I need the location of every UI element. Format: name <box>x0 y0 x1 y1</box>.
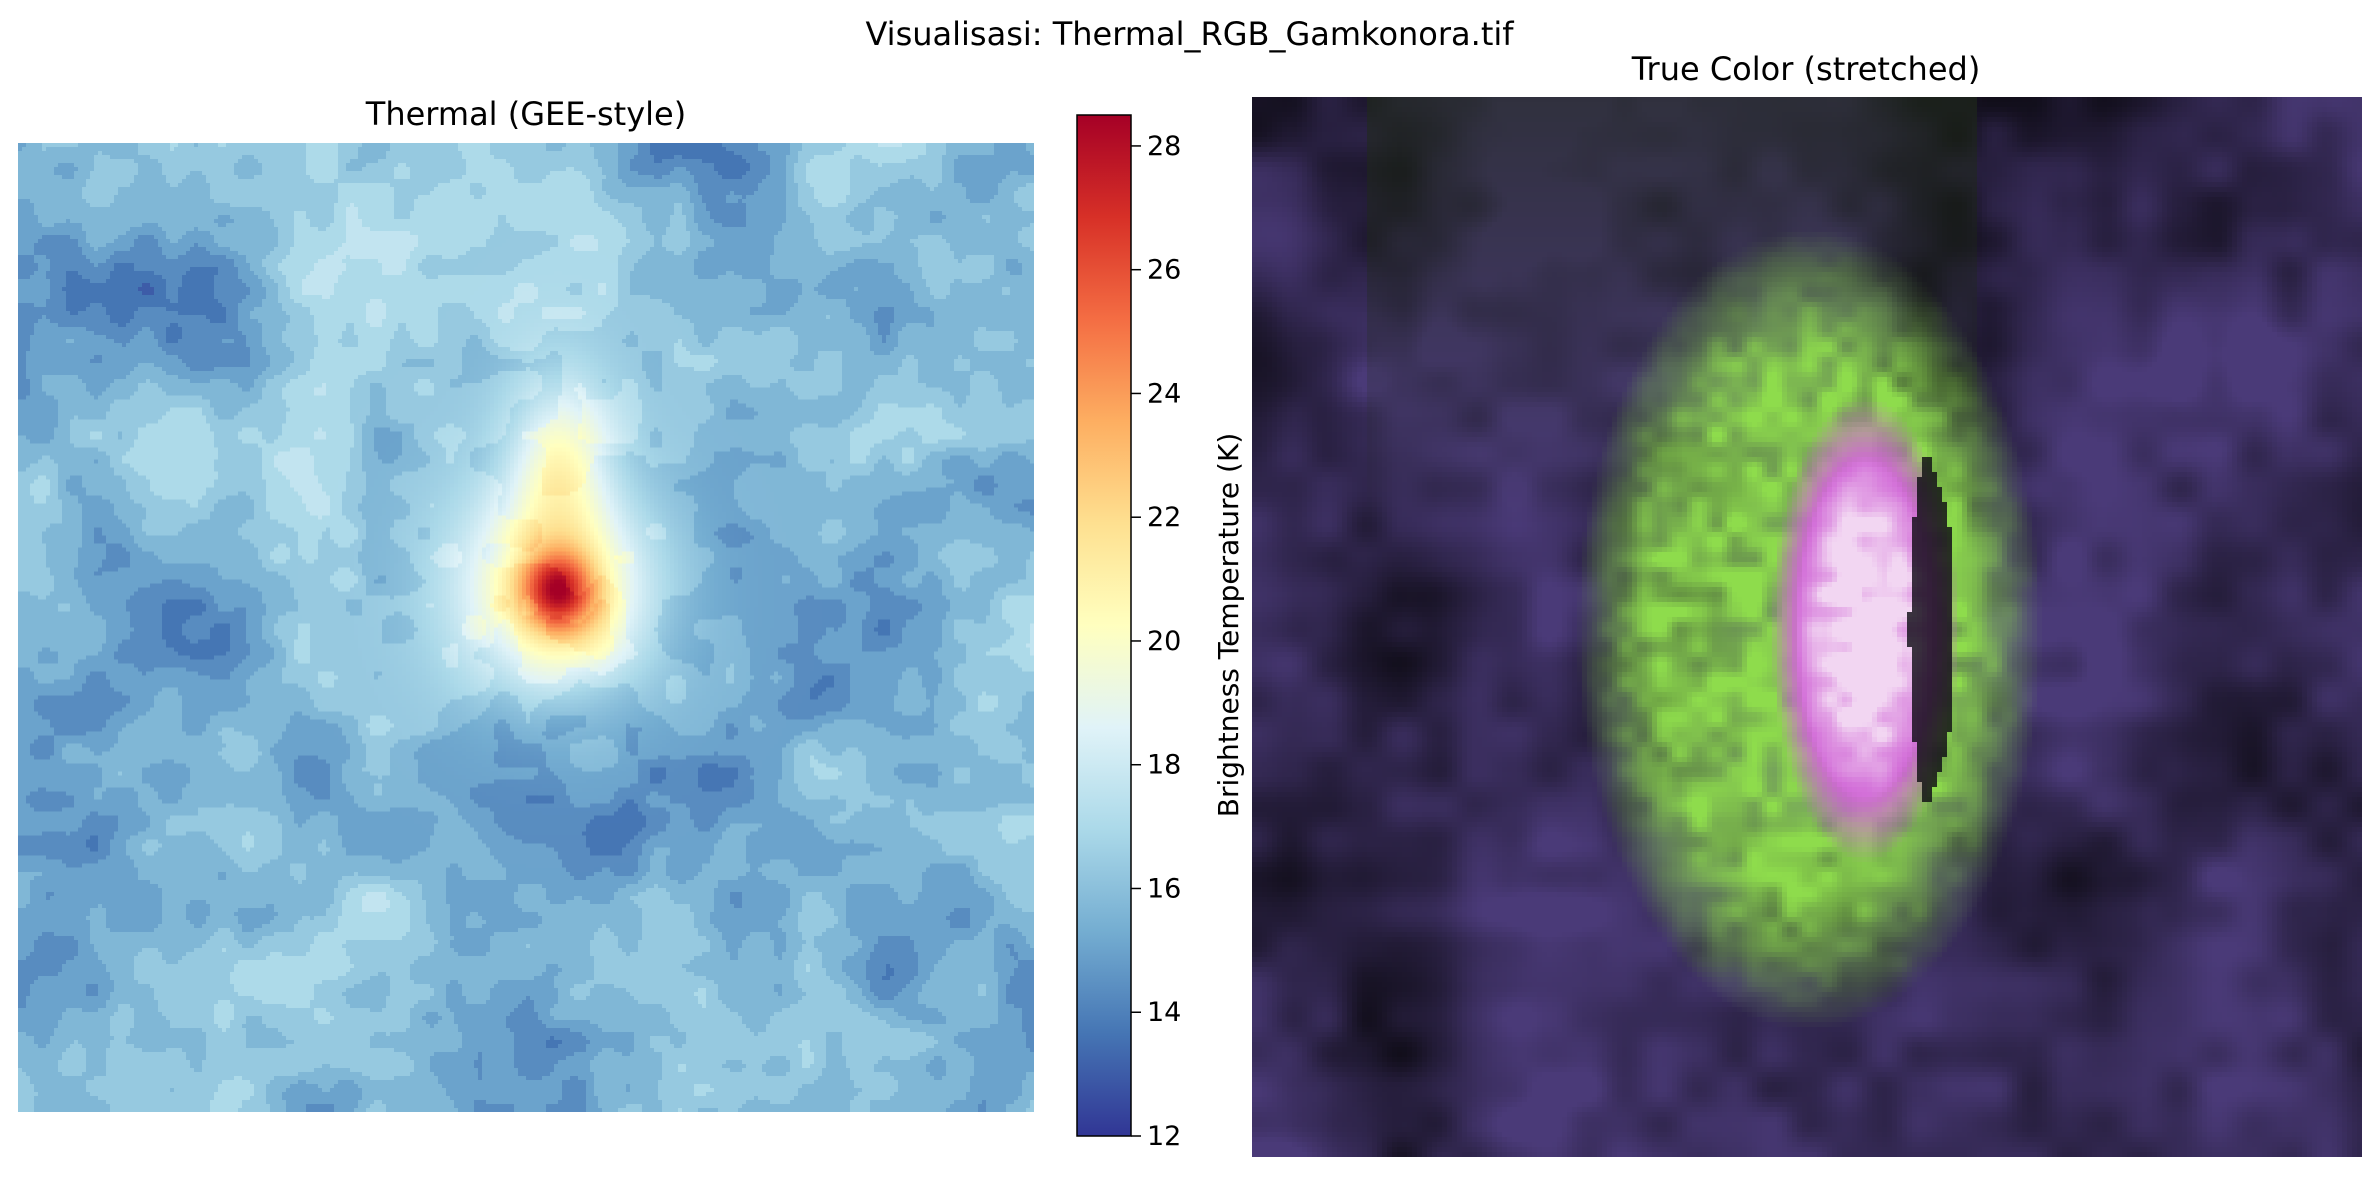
colorbar-tick-label: 14 <box>1147 997 1181 1028</box>
figure-suptitle: Visualisasi: Thermal_RGB_Gamkonora.tif <box>865 15 1514 53</box>
colorbar-tick-label: 18 <box>1147 750 1181 781</box>
truecolor-image <box>1252 97 2362 1157</box>
truecolor-panel-title: True Color (stretched) <box>1631 50 1981 88</box>
thermal-colorbar: 12 14 16 18 20 22 24 26 28 Brightness Temperatur… <box>1076 114 1245 1152</box>
thermal-heatmap <box>18 143 1034 1112</box>
colorbar-tick-label: 20 <box>1147 626 1181 657</box>
colorbar-tick-label: 26 <box>1147 255 1181 286</box>
colorbar-tick-label: 22 <box>1147 502 1181 533</box>
colorbar-label: Brightness Temperature (K) <box>1212 433 1245 818</box>
colorbar-tick-label: 24 <box>1147 378 1181 409</box>
colorbar-gradient <box>1076 114 1132 1137</box>
colorbar-tick-label: 12 <box>1147 1121 1181 1152</box>
colorbar-tick-label: 16 <box>1147 873 1181 904</box>
colorbar-tick-label: 28 <box>1147 131 1181 162</box>
thermal-panel-title: Thermal (GEE-style) <box>365 95 687 133</box>
